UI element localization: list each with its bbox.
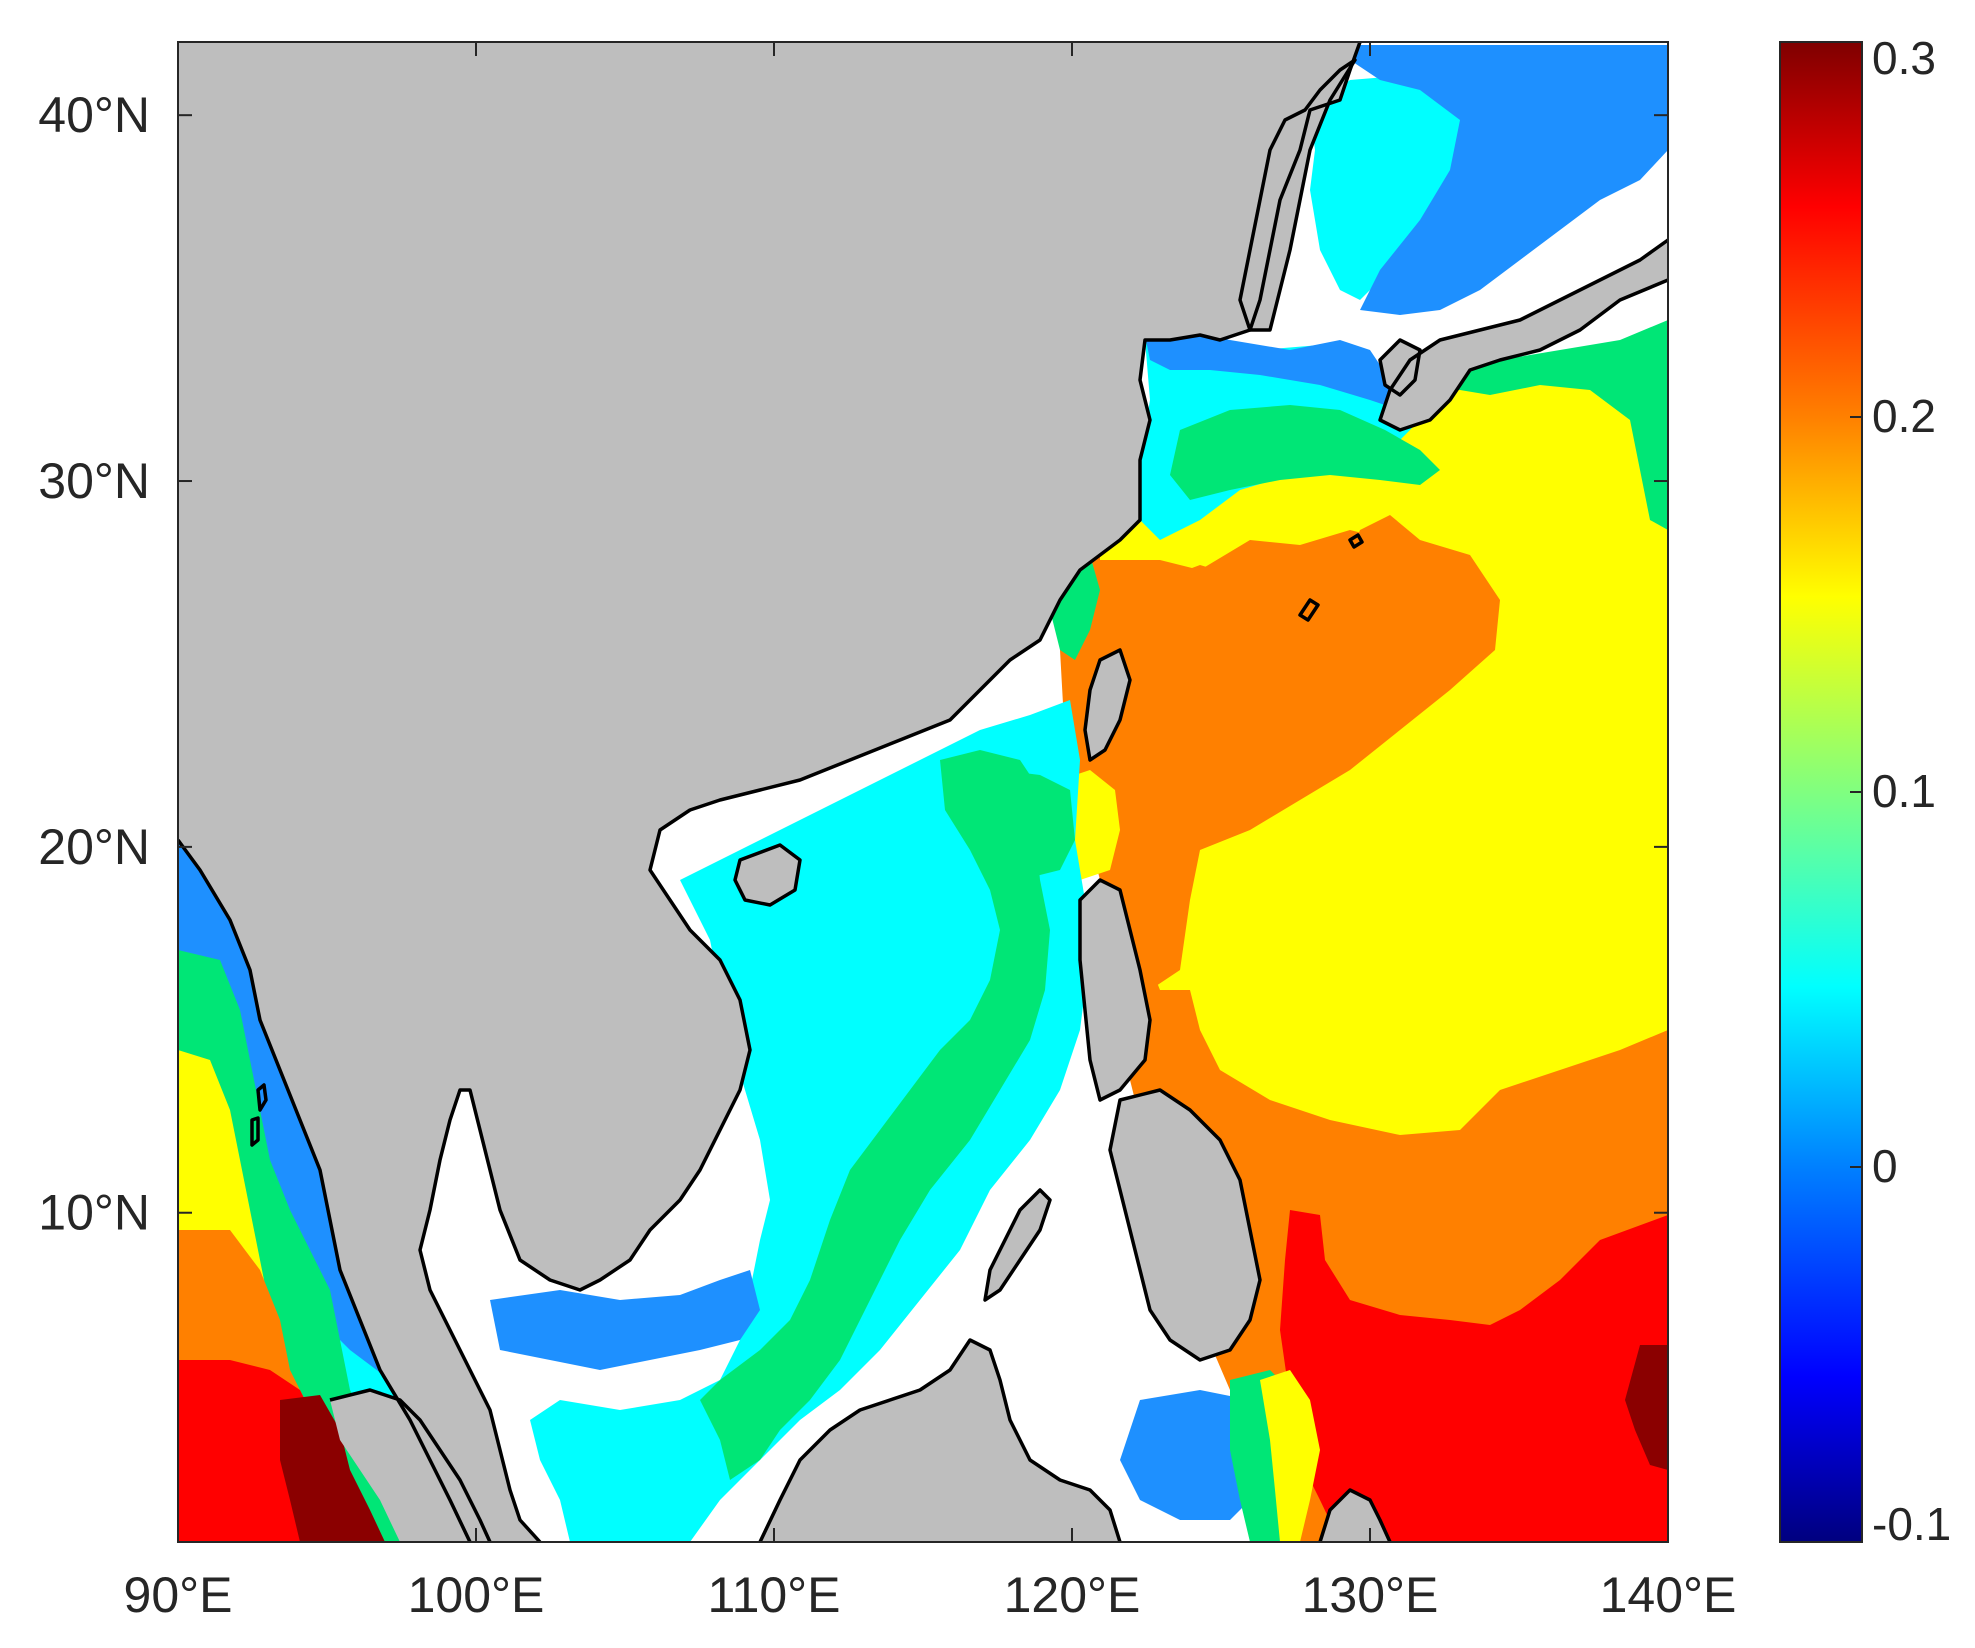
colorbar-gradient — [1779, 41, 1863, 1543]
field-red-pacific-south — [1280, 1210, 1668, 1542]
field-green-east-china-sea — [1170, 405, 1440, 500]
map-plot-area — [178, 42, 1668, 1542]
coastline-palawan — [983, 1188, 1052, 1302]
field-blue-sea-of-japan — [1350, 45, 1668, 315]
land-hainan — [735, 845, 800, 905]
coastline-taiwan — [1083, 648, 1132, 762]
x-tick-label: 100°E — [408, 1567, 545, 1623]
field-yellow-celebes-sea — [1260, 1370, 1320, 1542]
y-tick-label: 40°N — [38, 87, 150, 143]
coastline-korea — [1238, 58, 1357, 332]
coastline-sumatra — [329, 1388, 492, 1542]
land-palawan — [985, 1190, 1050, 1300]
colorbar-tick-label: -0.1 — [1872, 1498, 1951, 1550]
field-yellow-pacific — [1100, 355, 1668, 1135]
land-kyushu — [1380, 340, 1420, 395]
colorbar-ticks: 0.3 0.2 0.1 0 -0.1 — [1850, 32, 1951, 1550]
colorbar-tick-label: 0 — [1872, 1140, 1898, 1192]
coastline-andaman-islands — [250, 1083, 268, 1147]
coastline-bengal — [178, 838, 472, 1542]
coastline-asia — [418, 42, 1362, 1542]
coastline-japan — [1378, 238, 1668, 432]
y-tick-label: 10°N — [38, 1185, 150, 1241]
y-axis: 10°N 20°N 30°N 40°N — [38, 87, 1668, 1241]
colorbar-tick-label: 0.1 — [1872, 765, 1936, 817]
land-philippines-south — [1110, 1090, 1260, 1360]
coastline-luzon — [1078, 878, 1152, 1102]
coastline-sulawesi — [1318, 1488, 1392, 1542]
plot-frame — [177, 41, 1669, 1543]
coastlines — [178, 42, 1668, 1542]
colorbar: 0.3 0.2 0.1 0 -0.1 — [1779, 32, 1951, 1550]
land-asia-mainland — [178, 42, 1360, 1542]
land-japan — [1380, 240, 1668, 430]
x-tick-label: 110°E — [707, 1567, 840, 1623]
anomaly-field — [178, 45, 1668, 1542]
x-tick-label: 90°E — [124, 1567, 233, 1623]
land-borneo — [760, 1340, 1120, 1542]
land-luzon — [1080, 880, 1150, 1100]
x-axis: 90°E 100°E 110°E 120°E 130°E 140°E — [124, 42, 1737, 1623]
field-cyan-korea-east — [1310, 75, 1480, 300]
coastline-hainan — [733, 843, 802, 907]
y-tick-label: 30°N — [38, 453, 150, 509]
field-blue-yellow-sea — [1145, 330, 1400, 410]
field-green-north-scs — [960, 770, 1075, 880]
coastline-ryukyu — [1298, 533, 1364, 622]
field-cyan-south-china-sea — [530, 700, 1090, 1542]
coastline-borneo — [758, 1338, 1122, 1542]
y-tick-label: 20°N — [38, 819, 150, 875]
land-taiwan — [1085, 650, 1130, 760]
x-tick-label: 130°E — [1302, 1567, 1439, 1623]
field-orange-kuroshio — [1120, 515, 1500, 990]
coastline-philippines-south — [1108, 1088, 1262, 1362]
x-tick-label: 140°E — [1600, 1567, 1737, 1623]
field-green-east-japan — [1430, 320, 1668, 530]
colorbar-tick-label: 0.3 — [1872, 32, 1936, 84]
colorbar-tick-label: 0.2 — [1872, 390, 1936, 442]
field-darkred-pacific — [1625, 1345, 1668, 1470]
x-tick-label: 120°E — [1004, 1567, 1141, 1623]
coastline-kyushu — [1378, 338, 1422, 397]
field-darkred-bay-of-bengal — [280, 1395, 385, 1542]
field-blue-gulf-of-thailand — [490, 1270, 760, 1370]
